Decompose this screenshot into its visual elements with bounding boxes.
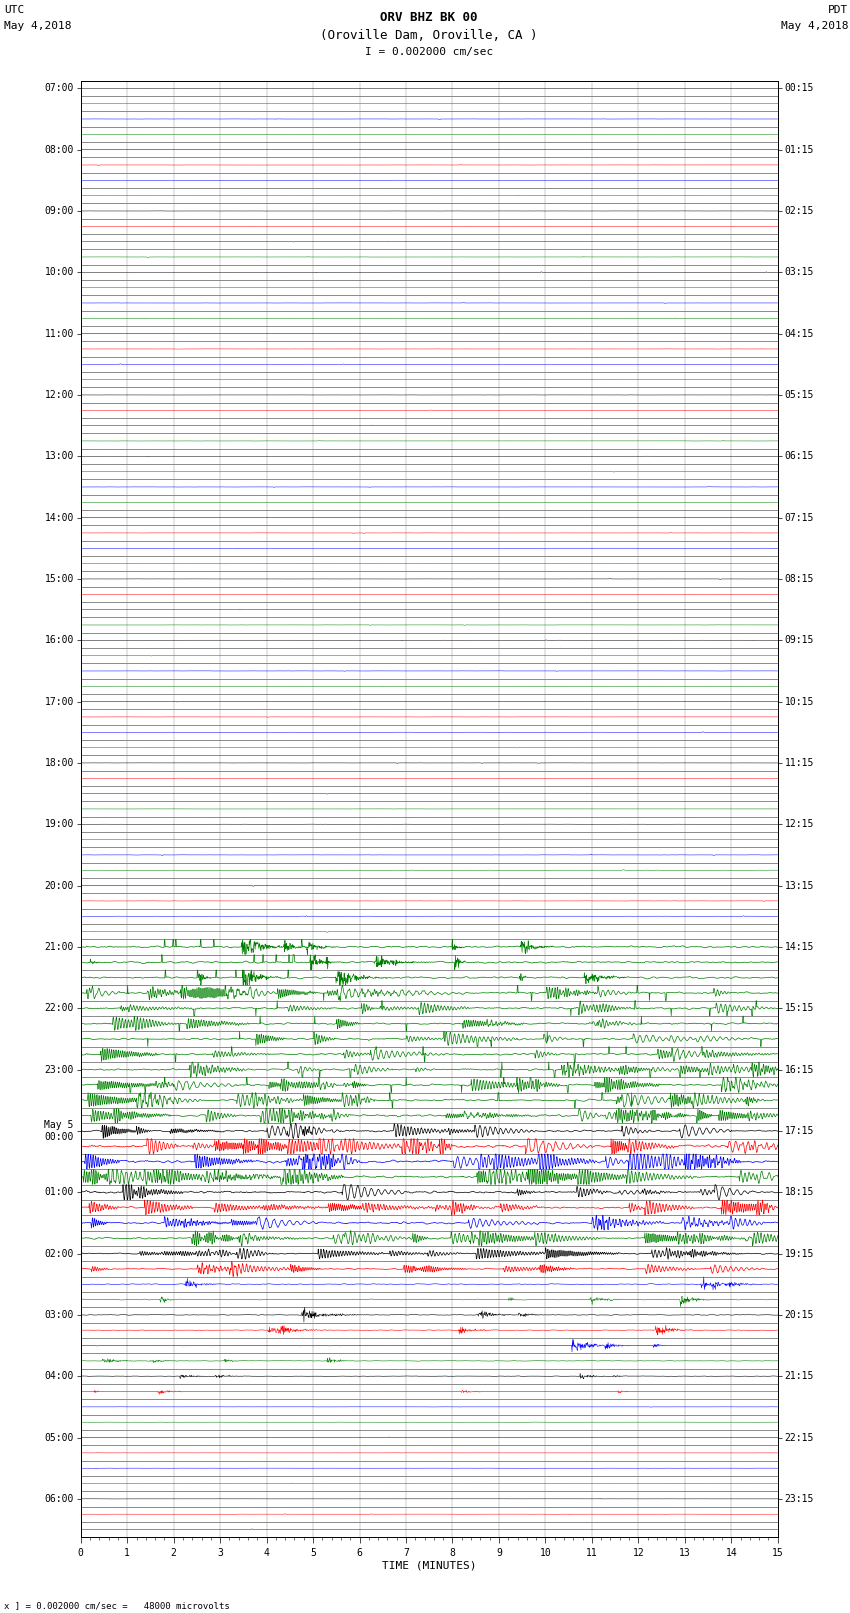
Text: x ] = 0.002000 cm/sec =   48000 microvolts: x ] = 0.002000 cm/sec = 48000 microvolts	[4, 1600, 230, 1610]
X-axis label: TIME (MINUTES): TIME (MINUTES)	[382, 1560, 477, 1571]
Text: (Oroville Dam, Oroville, CA ): (Oroville Dam, Oroville, CA )	[320, 29, 538, 42]
Text: May 4,2018: May 4,2018	[4, 21, 71, 31]
Text: UTC: UTC	[4, 5, 25, 15]
Text: I = 0.002000 cm/sec: I = 0.002000 cm/sec	[366, 47, 493, 56]
Text: May 4,2018: May 4,2018	[781, 21, 848, 31]
Text: PDT: PDT	[828, 5, 848, 15]
Text: ORV BHZ BK 00: ORV BHZ BK 00	[381, 11, 478, 24]
